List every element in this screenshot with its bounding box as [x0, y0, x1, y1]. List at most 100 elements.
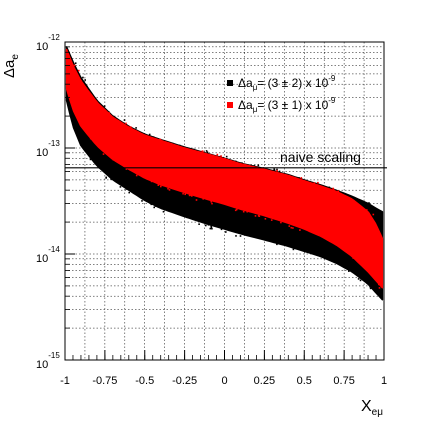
scatter-point: [368, 202, 370, 204]
scatter-point: [241, 162, 243, 164]
scatter-point: [119, 186, 122, 188]
scatter-point: [210, 225, 212, 228]
scatter-point: [153, 206, 155, 209]
y-tick-label: 10-13: [36, 139, 60, 159]
y-tick-label: 10-14: [36, 245, 60, 265]
scatter-point: [225, 231, 227, 233]
scatter-point: [276, 168, 278, 171]
scatter-point: [123, 119, 126, 121]
scatter-point: [337, 190, 340, 192]
scatter-point: [135, 174, 138, 177]
scatter-point: [372, 213, 375, 216]
y-tick-label: 10-12: [36, 33, 60, 53]
scatter-point: [141, 200, 143, 202]
x-tick-label: 0.75: [333, 375, 354, 387]
scatter-point: [80, 80, 82, 82]
scatter-point: [273, 169, 276, 171]
scatter-point: [288, 175, 291, 177]
scatter-point: [328, 186, 331, 189]
scatter-point: [276, 243, 278, 246]
scatter-bands: [65, 46, 384, 301]
x-tick-label: 0.25: [254, 375, 275, 387]
scatter-point: [378, 283, 380, 286]
x-tick-label: -0.25: [172, 375, 197, 387]
scatter-point: [112, 159, 115, 161]
scatter-point: [193, 148, 195, 151]
scatter-point: [300, 177, 303, 179]
legend-entry-red: Δaμ= (3 ± 1) x 10-9: [238, 96, 336, 114]
legend-entry-black: Δaμ= (3 ± 2) x 10-9: [238, 74, 336, 92]
scatter-point: [135, 127, 137, 129]
scatter-point: [160, 185, 162, 188]
scatter-point: [154, 205, 157, 207]
scatter-point: [220, 155, 222, 157]
scatter-point: [222, 156, 225, 159]
scatter-point: [232, 161, 235, 164]
scatter-point: [152, 136, 155, 138]
scatter-point: [292, 227, 294, 229]
scatter-point: [235, 160, 237, 163]
scatter-point: [357, 278, 360, 280]
scatter-band-red: [65, 48, 384, 289]
scatter-point: [254, 215, 257, 217]
scatter-point: [159, 138, 162, 141]
scatter-point: [209, 227, 212, 230]
scatter-point: [270, 219, 273, 221]
scatter-point: [216, 153, 219, 156]
scatter-point: [235, 235, 237, 237]
scatter-point: [178, 144, 181, 147]
scatter-point: [313, 182, 315, 184]
scatter-point: [167, 187, 169, 190]
scatter-point: [278, 170, 281, 173]
scatter-point: [246, 210, 248, 213]
scatter-point: [264, 218, 267, 220]
scatter-point: [103, 105, 106, 107]
scatter-point: [280, 221, 282, 224]
reference-line-label: naive scaling: [280, 149, 361, 165]
scatter-point: [125, 188, 127, 190]
scatter-point: [211, 227, 213, 230]
x-tick-label: -0.5: [135, 375, 154, 387]
x-axis-title: Xeμ: [361, 398, 383, 418]
scatter-point: [195, 199, 198, 201]
scatter-point: [366, 209, 368, 211]
scatter-point: [220, 228, 223, 231]
scatter-point: [378, 287, 381, 289]
scatter-point: [125, 124, 128, 126]
scatter-point: [86, 85, 88, 88]
scatter-point: [125, 168, 128, 170]
scatter-point: [290, 226, 293, 229]
scatter-point: [168, 189, 171, 191]
scatter-point: [128, 191, 130, 194]
reference-line-group: naive scaling: [65, 149, 387, 169]
scatter-point: [210, 226, 213, 229]
scatter-point: [89, 137, 92, 140]
scatter-point: [301, 179, 303, 181]
scatter-point: [108, 112, 111, 114]
scatter-point: [201, 150, 204, 152]
scatter-point: [210, 200, 212, 203]
scatter-point: [162, 210, 165, 213]
scatter-point: [198, 223, 200, 225]
legend: Δaμ= (3 ± 2) x 10-9 Δaμ= (3 ± 1) x 10-9: [227, 74, 336, 114]
x-tick-label: -0.75: [92, 375, 117, 387]
scatter-point: [224, 158, 226, 160]
scatter-point: [332, 187, 334, 190]
scatter-point: [150, 180, 153, 183]
scatter-point: [157, 184, 160, 186]
y-axis-ticks: 10-15 10-14 10-13 10-12: [36, 33, 75, 371]
scatter-point: [74, 62, 77, 64]
scatter-point: [205, 150, 208, 152]
scatter-point: [243, 163, 246, 166]
scatter-point: [234, 209, 237, 212]
scatter-point: [236, 208, 238, 211]
scatter-point: [242, 210, 245, 213]
scatter-point: [125, 122, 127, 125]
scatter-point: [257, 164, 260, 167]
scatter-point: [202, 198, 204, 200]
scatter-point: [73, 64, 76, 67]
scatter-point: [129, 126, 131, 128]
scatter-point: [239, 235, 242, 237]
scatter-point: [333, 189, 335, 191]
scatter-point: [276, 169, 278, 172]
